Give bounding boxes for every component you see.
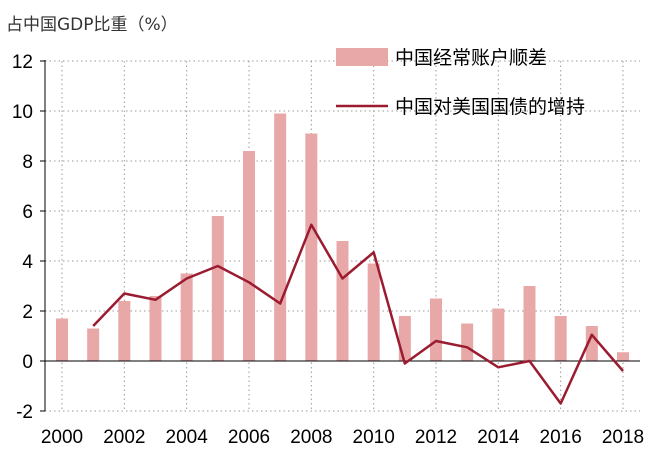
x-tick-label: 2004 <box>166 427 209 448</box>
bar-2008 <box>305 133 318 361</box>
bar-2000 <box>56 318 68 361</box>
bar-2018 <box>617 352 629 361</box>
bar-series <box>56 113 629 361</box>
y-tick-label: 4 <box>22 252 33 273</box>
x-tick-label: 2014 <box>477 427 520 448</box>
x-tick-label: 2018 <box>602 427 644 448</box>
legend-label-treasury-holdings: 中国对美国国债的增持 <box>395 96 585 118</box>
x-tick-label: 2008 <box>290 427 332 448</box>
bar-2007 <box>274 113 287 361</box>
bar-2012 <box>430 298 442 361</box>
bar-2005 <box>211 216 224 361</box>
y-tick-label: 8 <box>22 152 33 173</box>
x-tick-label: 2002 <box>103 427 145 448</box>
legend-bar-swatch <box>336 48 388 66</box>
axes <box>40 60 640 412</box>
bar-2014 <box>492 308 505 361</box>
x-tick-label: 2012 <box>415 427 457 448</box>
bar-2009 <box>336 241 349 361</box>
bar-2006 <box>243 151 255 361</box>
y-tick-label: 10 <box>12 102 33 123</box>
y-axis-unit-label: 占中国GDP比重（%） <box>6 15 178 35</box>
bar-2010 <box>367 263 380 361</box>
x-tick-label: 2016 <box>540 427 582 448</box>
bar-2001 <box>87 328 100 361</box>
x-tick-label: 2006 <box>228 427 270 448</box>
bar-2004 <box>180 273 193 361</box>
y-tick-label: 12 <box>12 52 33 73</box>
y-tick-label: 6 <box>22 202 33 223</box>
bar-2002 <box>118 301 131 361</box>
bar-2011 <box>398 316 411 361</box>
y-tick-labels: 12 10 8 6 4 2 0 -2 <box>12 52 34 423</box>
y-tick-label: -2 <box>16 402 33 423</box>
y-tick-label: 2 <box>22 302 33 323</box>
bar-2016 <box>554 316 567 361</box>
x-tick-labels: 2000 2002 2004 2006 2008 2010 2012 2014 2016 2018 <box>41 427 644 448</box>
x-tick-label: 2000 <box>41 427 83 448</box>
bar-2013 <box>461 323 474 361</box>
treasury-line <box>92 223 624 405</box>
bar-2003 <box>149 296 162 361</box>
y-tick-label: 0 <box>22 352 33 373</box>
line-series <box>92 223 624 405</box>
x-tick-label: 2010 <box>353 427 395 448</box>
legend-label-current-account: 中国经常账户顺差 <box>395 47 547 69</box>
bar-2017 <box>585 326 598 361</box>
bar-2015 <box>523 286 536 361</box>
legend: 中国经常账户顺差 中国对美国国债的增持 <box>336 47 585 118</box>
